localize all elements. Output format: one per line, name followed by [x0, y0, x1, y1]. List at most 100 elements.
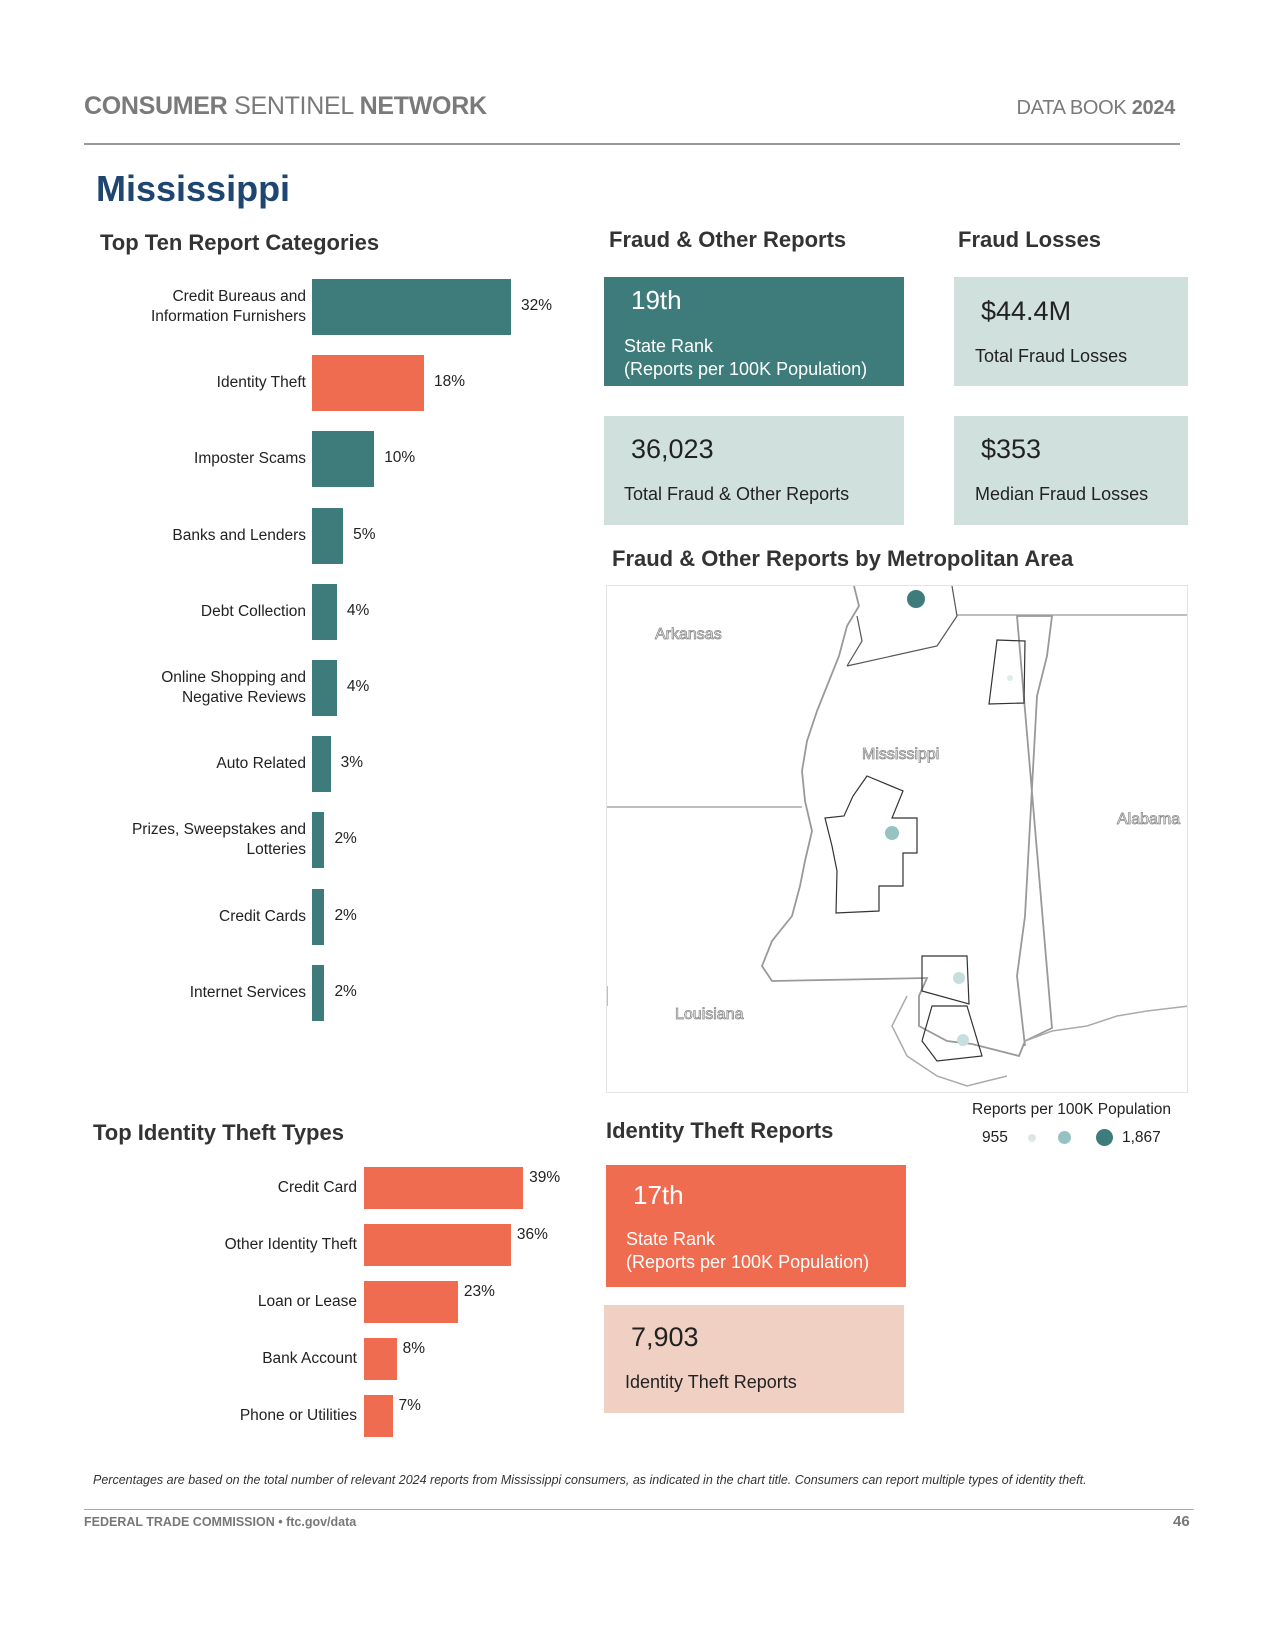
fraud-rank-sublabel: (Reports per 100K Population) [624, 359, 868, 379]
louisiana-coast [891, 995, 1008, 1087]
bar [312, 355, 424, 412]
bar [364, 1167, 524, 1209]
bar [312, 279, 512, 335]
median-losses-card: $353 Median Fraud Losses [954, 416, 1188, 525]
mississippi-outline [760, 586, 1054, 1058]
bar-value-label: 39% [529, 1169, 561, 1186]
header-year: 2024 [1131, 97, 1176, 119]
id-reports-title: Identity Theft Reports [606, 1118, 834, 1143]
bar-value-label: 36% [516, 1226, 548, 1243]
total-reports-card: 36,023 Total Fraud & Other Reports [604, 416, 904, 525]
footnote: Percentages are based on the total numbe… [93, 1473, 1087, 1487]
bar-value-label: 3% [340, 754, 364, 772]
bar [312, 507, 344, 564]
bar [312, 888, 325, 945]
map-label-mississippi: Mississippi [862, 746, 939, 763]
metro-dot-low[interactable] [957, 1034, 969, 1046]
bar-label: Imposter Scams [194, 450, 306, 468]
legend-dot-mid [1058, 1131, 1071, 1144]
header-rule [84, 143, 1180, 145]
alabama-coast [1024, 1005, 1187, 1042]
id-rank-card: 17th State Rank (Reports per 100K Popula… [606, 1165, 906, 1287]
bar-value-label: 4% [346, 678, 370, 695]
id-total-label: Identity Theft Reports [625, 1372, 797, 1392]
map-legend-title: Reports per 100K Population [972, 1101, 1172, 1118]
bar [312, 583, 337, 640]
bar-label: Loan or Lease [257, 1293, 357, 1310]
bar-label: Phone or Utilities [239, 1407, 357, 1424]
metro-outline [921, 1005, 983, 1062]
bar-value-label: 8% [402, 1340, 426, 1357]
bar-label: Debt Collection [200, 602, 306, 620]
fraud-rank-label: State Rank [624, 336, 714, 356]
bar-label: Credit Cards [219, 907, 306, 925]
id-total-card: 7,903 Identity Theft Reports [604, 1305, 904, 1413]
bar-label: Credit Bureaus and Information Furnisher… [150, 288, 306, 325]
bar-label: Prizes, Sweepstakes and Lotteries [131, 821, 306, 859]
metro-map: Arkansas Mississippi Alabama Louisiana [606, 585, 1188, 1093]
fraud-reports-title: Fraud & Other Reports [609, 227, 847, 252]
bar-value-label: 2% [334, 982, 357, 1000]
bar-value-label: 23% [463, 1283, 495, 1300]
header-word: NETWORK [359, 92, 487, 120]
fraud-rank: 19th [631, 285, 682, 315]
map-label-arkansas: Arkansas [655, 626, 722, 643]
bar-label: Credit Card [277, 1179, 357, 1196]
bar-label: Bank Account [262, 1350, 357, 1367]
bar-label: Banks and Lenders [172, 526, 306, 544]
bar [364, 1338, 397, 1380]
bar [364, 1395, 393, 1437]
header-word: SENTINEL [227, 92, 360, 120]
id-total-value: 7,903 [631, 1322, 699, 1352]
bar-label: Identity Theft [216, 374, 306, 392]
metro-dot-low[interactable] [1007, 675, 1013, 681]
metro-dot-low[interactable] [953, 972, 965, 984]
total-reports-label: Total Fraud & Other Reports [624, 484, 850, 504]
bar [312, 964, 325, 1021]
map-label-alabama: Alabama [1117, 811, 1180, 828]
bar-label: Internet Services [189, 983, 306, 1001]
total-losses-label: Total Fraud Losses [975, 346, 1128, 366]
bar [312, 736, 331, 793]
bar-value-label: 10% [384, 449, 416, 467]
metro-outline [824, 775, 918, 914]
delta-outline [846, 586, 958, 667]
bar [312, 431, 375, 488]
bar-label: Auto Related [216, 755, 306, 773]
page-title: Mississippi [96, 168, 291, 209]
fraud-rank-card: 19th State Rank (Reports per 100K Popula… [604, 277, 904, 386]
total-reports-value: 36,023 [631, 434, 714, 464]
bar-value-label: 18% [433, 373, 465, 391]
legend-dot-small [1028, 1134, 1036, 1142]
footer-rule [84, 1509, 1194, 1510]
top-ten-title: Top Ten Report Categories [100, 230, 380, 255]
bar-value-label: 2% [334, 906, 357, 924]
bar-value-label: 5% [353, 525, 376, 543]
map-legend-min: 955 [982, 1129, 1008, 1146]
footer-source: FEDERAL TRADE COMMISSION • ftc.gov/data [84, 1515, 357, 1529]
header-title: CONSUMER SENTINEL NETWORK [84, 92, 487, 121]
bar [312, 660, 337, 716]
id-rank-label: State Rank [626, 1229, 716, 1249]
page-number: 46 [1173, 1513, 1190, 1530]
id-rank-sublabel: (Reports per 100K Population) [626, 1252, 870, 1272]
median-losses-value: $353 [981, 434, 1042, 464]
header-databook: DATA BOOK 2024 [1016, 97, 1176, 120]
bar-value-label: 4% [346, 601, 370, 619]
id-types-title: Top Identity Theft Types [93, 1120, 344, 1145]
header-word: CONSUMER [84, 92, 228, 120]
total-losses-card: $44.4M Total Fraud Losses [954, 277, 1188, 386]
bar [312, 812, 325, 869]
bar [364, 1224, 511, 1266]
metro-dot-mid[interactable] [885, 826, 899, 840]
map-title: Fraud & Other Reports by Metropolitan Ar… [612, 546, 1074, 571]
header-word: DATA BOOK [1016, 97, 1132, 119]
fraud-losses-title: Fraud Losses [958, 227, 1102, 252]
id-rank: 17th [633, 1180, 684, 1210]
bar-value-label: 7% [398, 1397, 421, 1414]
map-label-louisiana: Louisiana [675, 1006, 744, 1023]
metro-dot-high[interactable] [907, 590, 925, 608]
bar [364, 1281, 458, 1323]
metro-outline [921, 955, 970, 1005]
bar-value-label: 32% [521, 297, 553, 314]
